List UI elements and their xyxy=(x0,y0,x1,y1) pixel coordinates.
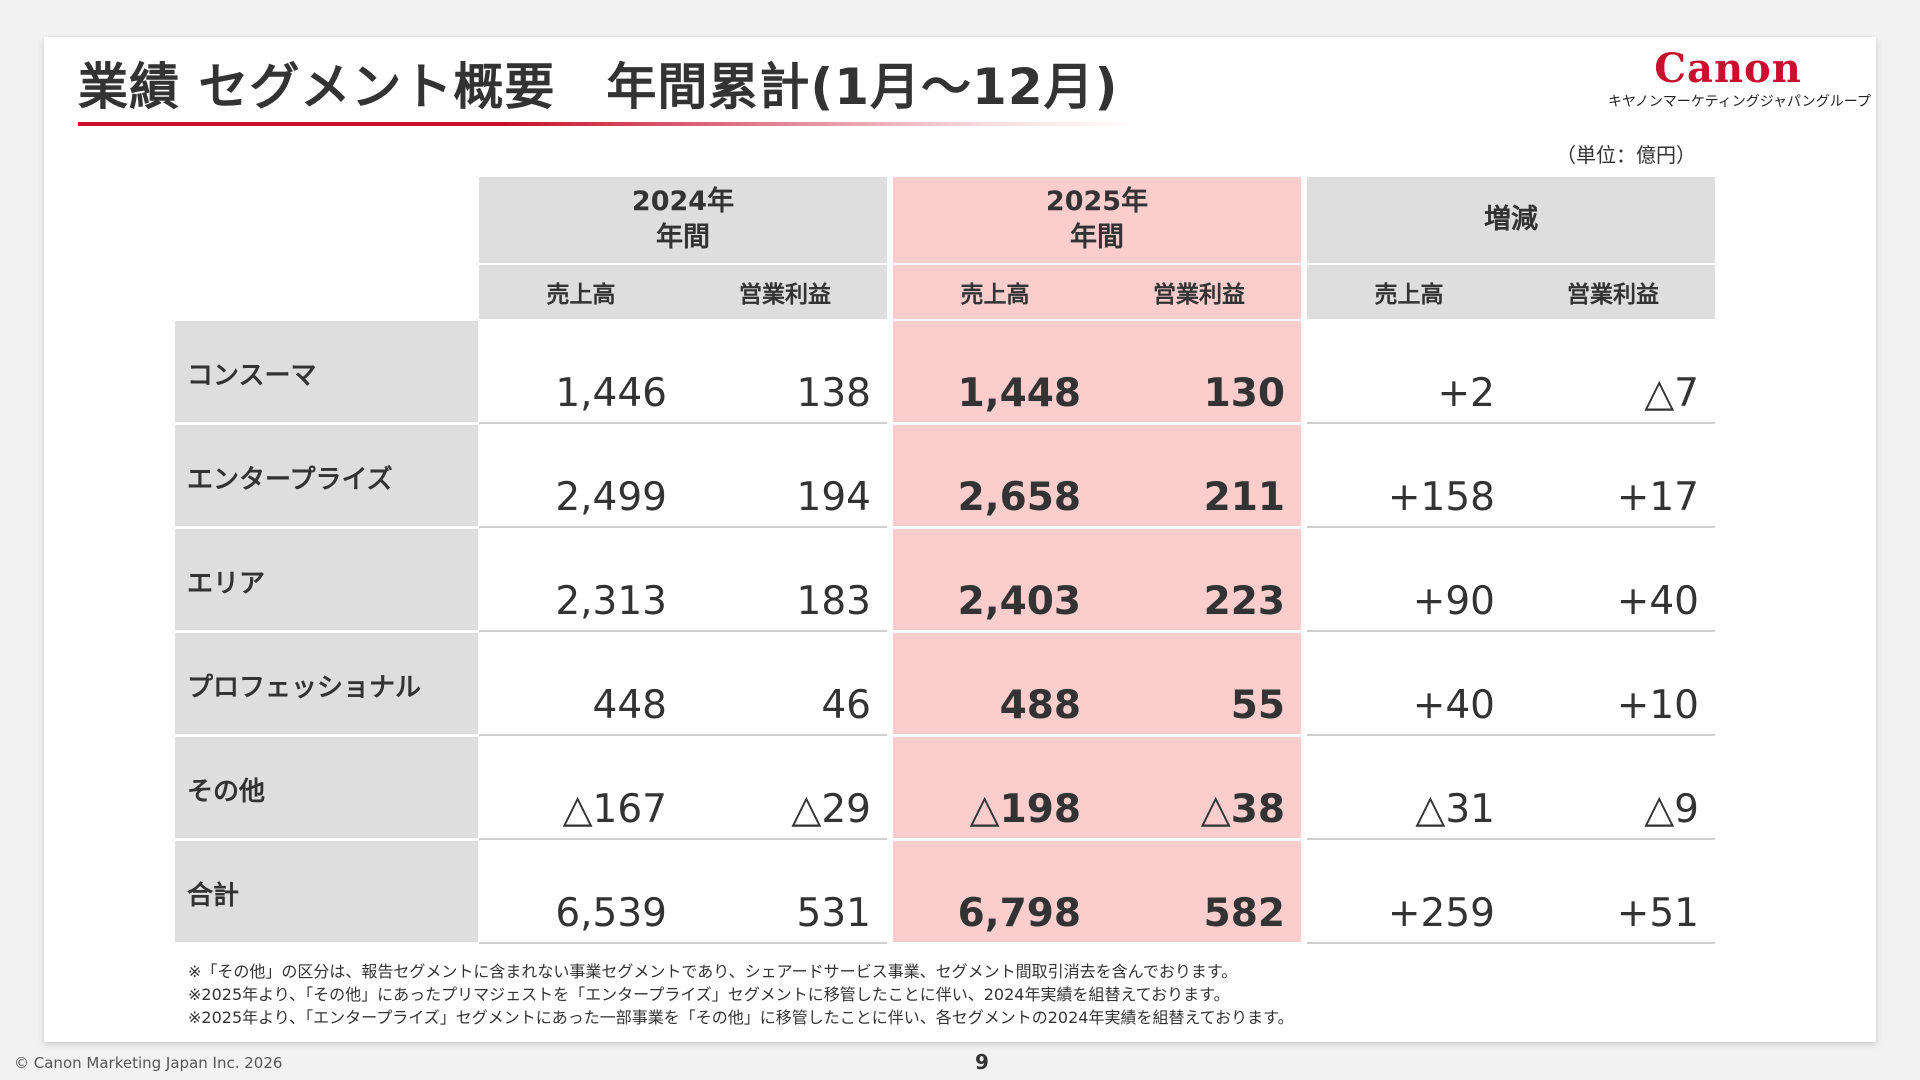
cell-op-diff: △7 xyxy=(1511,321,1715,424)
subheader-sales-2024: 売上高 xyxy=(479,265,683,319)
cell-op-diff: △9 xyxy=(1511,737,1715,840)
cell-op-diff: +17 xyxy=(1511,425,1715,528)
row-label: エリア xyxy=(175,529,478,632)
cell-sales-diff: +259 xyxy=(1307,841,1511,944)
cell-op-2024: 183 xyxy=(683,529,887,632)
cell-op-2024: 46 xyxy=(683,633,887,736)
subheader-op-2025: 営業利益 xyxy=(1097,265,1301,319)
footnote: ※2025年より、「その他」にあったプリマジェストを「エンタープライズ」セグメン… xyxy=(188,985,1230,1004)
subheader-sales-diff: 売上高 xyxy=(1307,265,1511,319)
cell-sales-2025: 2,658 xyxy=(893,425,1097,528)
cell-op-2025: 223 xyxy=(1097,529,1301,632)
footnote: ※2025年より、「エンタープライズ」セグメントにあった一部事業を「その他」に移… xyxy=(188,1008,1294,1027)
row-label: プロフェッショナル xyxy=(175,633,478,736)
subheader-op-diff: 営業利益 xyxy=(1511,265,1715,319)
page-number: 9 xyxy=(975,1050,989,1074)
cell-sales-diff: +158 xyxy=(1307,425,1511,528)
cell-sales-2025: 6,798 xyxy=(893,841,1097,944)
header-diff: 増減 xyxy=(1307,177,1715,263)
logo-subtitle: キヤノンマーケティングジャパングループ xyxy=(1608,94,1871,110)
page-title: 業績 セグメント概要 年間累計(1月～12月) xyxy=(78,58,1119,116)
cell-op-diff: +40 xyxy=(1511,529,1715,632)
cell-op-2025: 582 xyxy=(1097,841,1301,944)
cell-sales-diff: △31 xyxy=(1307,737,1511,840)
footnotes: ※「その他」の区分は、報告セグメントに含まれない事業セグメントであり、シェアード… xyxy=(188,960,1294,1029)
row-label: 合計 xyxy=(175,841,478,944)
slide: 業績 セグメント概要 年間累計(1月～12月) Canon キヤノンマーケティン… xyxy=(44,37,1876,1042)
canon-logo: Canon キヤノンマーケティングジャパングループ xyxy=(1608,45,1871,111)
cell-op-diff: +10 xyxy=(1511,633,1715,736)
cell-sales-diff: +2 xyxy=(1307,321,1511,424)
row-label: コンスーマ xyxy=(175,321,478,424)
unit-label: （単位：億円） xyxy=(1556,143,1696,167)
row-label: エンタープライズ xyxy=(175,425,478,528)
cell-op-2024: 138 xyxy=(683,321,887,424)
subheader-sales-2025: 売上高 xyxy=(893,265,1097,319)
header-2024: 2024年 年間 xyxy=(479,177,887,263)
footnote: ※「その他」の区分は、報告セグメントに含まれない事業セグメントであり、シェアード… xyxy=(188,962,1238,981)
header-2025: 2025年 年間 xyxy=(893,177,1301,263)
cell-sales-2024: 2,313 xyxy=(479,529,683,632)
cell-op-2024: △29 xyxy=(683,737,887,840)
copyright: © Canon Marketing Japan Inc. 2026 xyxy=(14,1054,283,1072)
cell-op-diff: +51 xyxy=(1511,841,1715,944)
subheader-op-2024: 営業利益 xyxy=(683,265,887,319)
cell-sales-2024: 6,539 xyxy=(479,841,683,944)
cell-op-2025: 211 xyxy=(1097,425,1301,528)
cell-op-2024: 531 xyxy=(683,841,887,944)
cell-sales-2025: 2,403 xyxy=(893,529,1097,632)
cell-sales-diff: +90 xyxy=(1307,529,1511,632)
cell-sales-2025: △198 xyxy=(893,737,1097,840)
logo-wordmark: Canon xyxy=(1654,45,1802,92)
title-underline xyxy=(78,122,1143,126)
cell-sales-2024: △167 xyxy=(479,737,683,840)
cell-sales-2025: 488 xyxy=(893,633,1097,736)
cell-sales-2024: 2,499 xyxy=(479,425,683,528)
cell-op-2025: 55 xyxy=(1097,633,1301,736)
cell-sales-diff: +40 xyxy=(1307,633,1511,736)
cell-sales-2025: 1,448 xyxy=(893,321,1097,424)
cell-sales-2024: 448 xyxy=(479,633,683,736)
cell-op-2025: △38 xyxy=(1097,737,1301,840)
cell-sales-2024: 1,446 xyxy=(479,321,683,424)
cell-op-2024: 194 xyxy=(683,425,887,528)
cell-op-2025: 130 xyxy=(1097,321,1301,424)
row-label: その他 xyxy=(175,737,478,840)
